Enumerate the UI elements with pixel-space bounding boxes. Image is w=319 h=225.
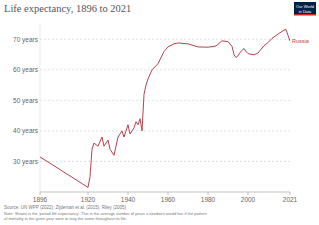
grid-line <box>40 130 290 131</box>
x-axis-line <box>40 192 290 193</box>
logo-text: in Data <box>299 9 312 14</box>
grid-line <box>40 100 290 101</box>
x-tick <box>290 192 291 195</box>
title: Life expectancy, 1896 to 2021 <box>4 3 131 14</box>
y-axis-line <box>40 24 41 192</box>
x-tick <box>40 192 41 195</box>
logo-bar <box>294 14 316 16</box>
x-tick <box>88 192 89 195</box>
y-tick-label: 40 years <box>13 127 39 135</box>
x-tick-label: 1960 <box>161 196 176 203</box>
logo-box <box>294 2 316 15</box>
note: of mortality in the given year were to s… <box>4 216 127 221</box>
plot-area <box>40 30 290 188</box>
x-tick <box>208 192 209 195</box>
grid-line <box>40 161 290 162</box>
chart: Life expectancy, 1896 to 2021Our Worldin… <box>0 0 319 225</box>
x-tick-label: 1896 <box>33 196 48 203</box>
x-tick-label: 1980 <box>201 196 216 203</box>
series-label: Russia <box>292 38 310 44</box>
x-tick <box>248 192 249 195</box>
source: Source: UN WPP (2022); Zijdeman et al. (… <box>4 205 126 210</box>
grid-line <box>40 39 290 40</box>
x-tick-label: 2000 <box>241 196 256 203</box>
grid-line <box>40 69 290 70</box>
x-tick-label: 1920 <box>81 196 96 203</box>
y-tick-label: 50 years <box>13 97 39 105</box>
x-tick-label: 1940 <box>121 196 136 203</box>
y-tick-label: 60 years <box>13 66 39 74</box>
y-tick-label: 30 years <box>13 158 39 166</box>
series-line <box>40 30 290 188</box>
x-tick <box>128 192 129 195</box>
x-tick <box>168 192 169 195</box>
x-tick-label: 2021 <box>283 196 298 203</box>
y-tick-label: 70 years <box>13 36 39 44</box>
